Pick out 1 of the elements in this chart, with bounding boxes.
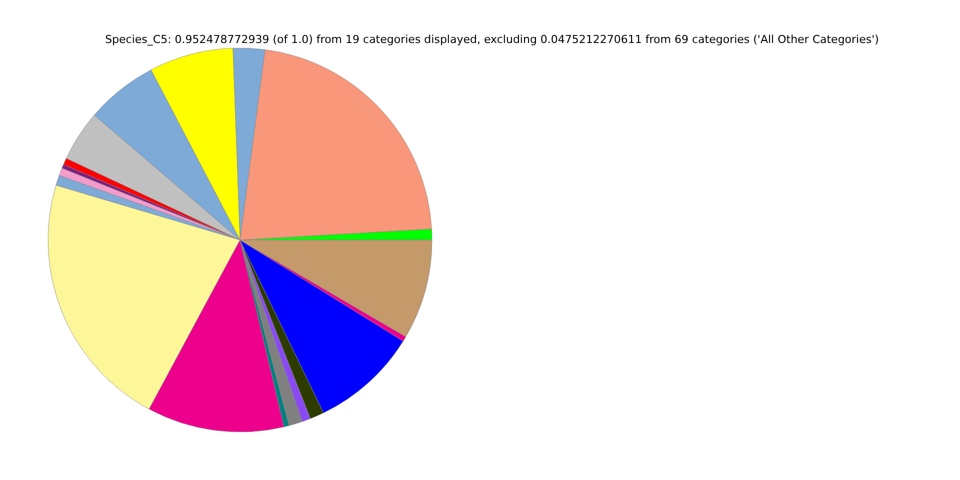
text: Species_C5: 0.952478772939 (of 1.0) from 19 categories displayed, excluding 0.0475212270611 from 69 categories ('All Other Categories'): [105, 33, 879, 46]
